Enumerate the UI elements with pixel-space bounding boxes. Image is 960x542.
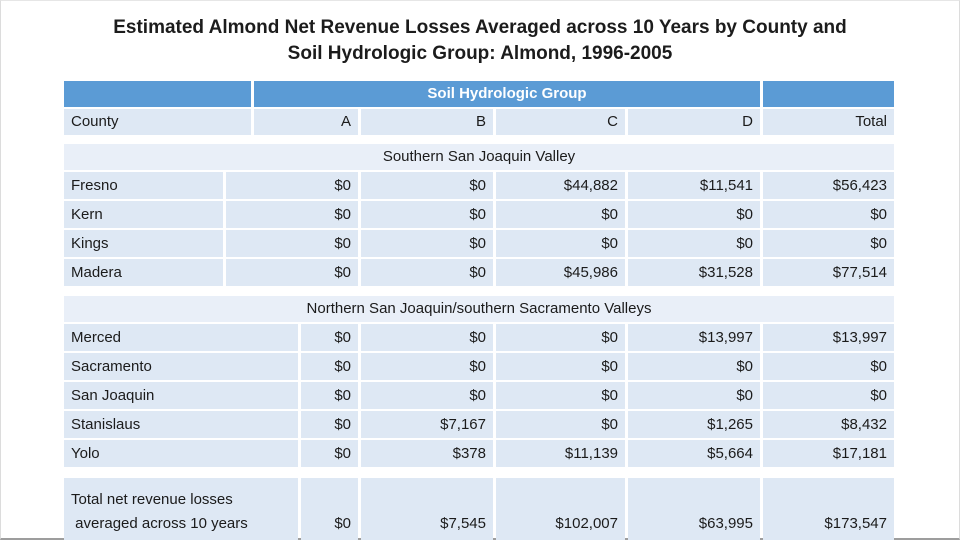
value-d: $5,664 (628, 440, 760, 467)
value-d: $0 (628, 230, 760, 257)
county-cell: Madera (64, 259, 223, 286)
county-cell: Fresno (64, 172, 223, 199)
section-header-southern: Southern San Joaquin Valley (64, 144, 894, 170)
value-a: $0 (226, 172, 358, 199)
grand-total-d: $63,995 (628, 478, 760, 540)
value-total: $0 (763, 201, 894, 228)
value-total: $0 (763, 353, 894, 380)
value-b: $0 (361, 230, 493, 257)
value-c: $0 (496, 382, 625, 409)
value-d: $0 (628, 382, 760, 409)
value-c: $0 (496, 324, 625, 351)
grand-total-b-value: $7,545 (440, 515, 486, 532)
value-a: $0 (226, 230, 358, 257)
value-total: $0 (763, 230, 894, 257)
value-d: $11,541 (628, 172, 760, 199)
grand-total-total-value: $173,547 (824, 515, 887, 532)
value-total: $13,997 (763, 324, 894, 351)
value-b: $7,167 (361, 411, 493, 438)
value-a: $0 (301, 440, 358, 467)
grand-total-label-line1: Total net revenue losses (71, 491, 233, 508)
grand-total-total: $173,547 (763, 478, 894, 540)
header-empty-total-cell (763, 81, 894, 107)
value-total: $56,423 (763, 172, 894, 199)
value-a: $0 (301, 324, 358, 351)
value-total: $0 (763, 382, 894, 409)
page-title: Estimated Almond Net Revenue Losses Aver… (1, 15, 959, 67)
county-column-header: County (64, 109, 251, 135)
value-c: $44,882 (496, 172, 625, 199)
value-d: $13,997 (628, 324, 760, 351)
page-title-line1: Estimated Almond Net Revenue Losses Aver… (113, 17, 847, 38)
value-d: $1,265 (628, 411, 760, 438)
grand-total-a: $0 (301, 478, 358, 540)
value-d: $0 (628, 201, 760, 228)
header-empty-county-cell (64, 81, 251, 107)
value-total: $17,181 (763, 440, 894, 467)
table-row-stanislaus: Stanislaus $0 $7,167 $0 $1,265 $8,432 (64, 411, 894, 438)
column-header-a: A (254, 109, 358, 135)
value-c: $11,139 (496, 440, 625, 467)
table-row-madera: Madera $0 $0 $45,986 $31,528 $77,514 (64, 259, 894, 286)
revenue-table: Soil Hydrologic Group County A B C D Tot… (64, 81, 894, 542)
value-total: $8,432 (763, 411, 894, 438)
soil-group-header: Soil Hydrologic Group (254, 81, 760, 107)
table-row-kern: Kern $0 $0 $0 $0 $0 (64, 201, 894, 228)
table-row-merced: Merced $0 $0 $0 $13,997 $13,997 (64, 324, 894, 351)
grand-total-b: $7,545 (361, 478, 493, 540)
column-header-b: B (361, 109, 493, 135)
value-c: $0 (496, 411, 625, 438)
table-row-kings: Kings $0 $0 $0 $0 $0 (64, 230, 894, 257)
grand-total-a-value: $0 (334, 515, 351, 532)
grand-total-c: $102,007 (496, 478, 625, 540)
table-row-san-joaquin: San Joaquin $0 $0 $0 $0 $0 (64, 382, 894, 409)
value-d: $0 (628, 353, 760, 380)
table-header-columns-row: County A B C D Total (64, 109, 894, 135)
county-cell: Yolo (64, 440, 298, 467)
value-b: $0 (361, 382, 493, 409)
county-cell: Sacramento (64, 353, 298, 380)
county-cell: Kern (64, 201, 223, 228)
value-c: $0 (496, 353, 625, 380)
value-a: $0 (301, 411, 358, 438)
column-header-d: D (628, 109, 760, 135)
value-a: $0 (301, 353, 358, 380)
value-c: $0 (496, 201, 625, 228)
value-b: $0 (361, 172, 493, 199)
grand-total-label-line2: averaged across 10 years (71, 515, 248, 532)
table-row-fresno: Fresno $0 $0 $44,882 $11,541 $56,423 (64, 172, 894, 199)
value-b: $0 (361, 324, 493, 351)
value-b: $0 (361, 259, 493, 286)
value-total: $77,514 (763, 259, 894, 286)
column-header-c: C (496, 109, 625, 135)
grand-total-c-value: $102,007 (555, 515, 618, 532)
table-row-yolo: Yolo $0 $378 $11,139 $5,664 $17,181 (64, 440, 894, 467)
county-cell: Stanislaus (64, 411, 298, 438)
value-a: $0 (226, 259, 358, 286)
section-header-northern: Northern San Joaquin/southern Sacramento… (64, 296, 894, 322)
page-title-line2: Soil Hydrologic Group: Almond, 1996-2005 (287, 43, 673, 64)
table-row-sacramento: Sacramento $0 $0 $0 $0 $0 (64, 353, 894, 380)
value-d: $31,528 (628, 259, 760, 286)
grand-total-d-value: $63,995 (698, 515, 753, 532)
table-header-group-row: Soil Hydrologic Group (64, 81, 894, 107)
total-column-header: Total (763, 109, 894, 135)
table-row-grand-total: Total net revenue losses averaged across… (64, 478, 894, 540)
county-cell: Merced (64, 324, 298, 351)
value-c: $45,986 (496, 259, 625, 286)
value-a: $0 (226, 201, 358, 228)
value-b: $0 (361, 353, 493, 380)
value-b: $378 (361, 440, 493, 467)
county-cell: San Joaquin (64, 382, 298, 409)
value-c: $0 (496, 230, 625, 257)
grand-total-label: Total net revenue losses averaged across… (64, 478, 298, 540)
value-a: $0 (301, 382, 358, 409)
county-cell: Kings (64, 230, 223, 257)
value-b: $0 (361, 201, 493, 228)
